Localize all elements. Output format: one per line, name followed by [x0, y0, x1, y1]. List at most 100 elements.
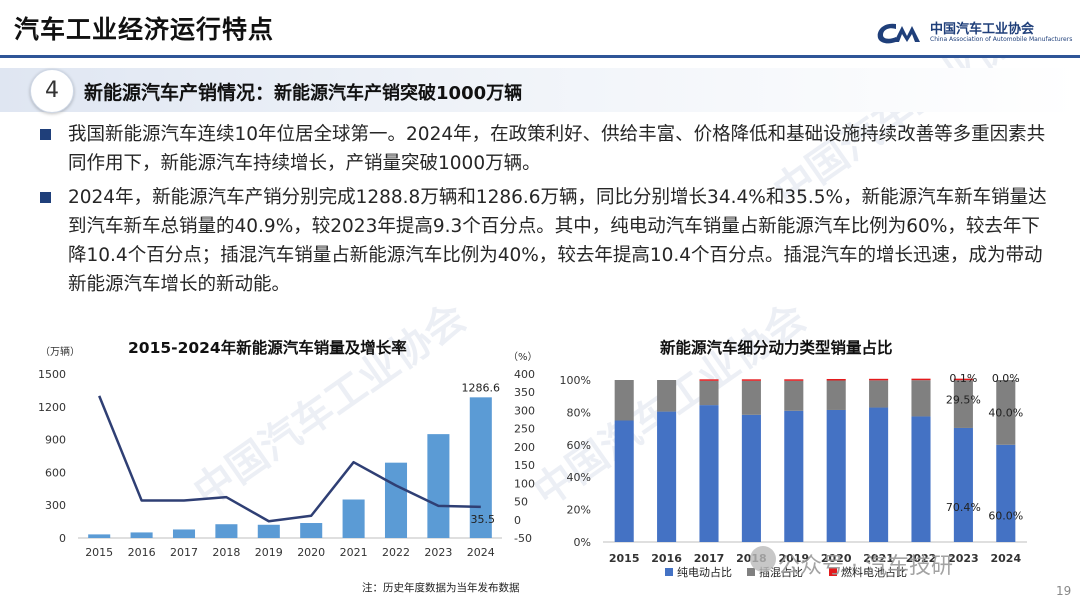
chart-title-sales: 2015-2024年新能源汽车销量及增长率	[128, 339, 407, 357]
share-bar-segment	[869, 407, 889, 542]
y-tick-label: 0	[59, 532, 66, 545]
y-tick-label: 600	[45, 466, 66, 479]
y2-tick-label: 250	[514, 423, 535, 436]
sales-bar	[300, 523, 323, 538]
share-bar-segment	[953, 427, 973, 542]
section-title-main: 新能源汽车产销情况：	[84, 82, 275, 104]
x-tick-label: 2017	[694, 552, 725, 565]
ev-data-label: 60.0%	[988, 509, 1023, 522]
bullet-item: 2024年，新能源汽车产销分别完成1288.8万辆和1286.6万辆，同比分别增…	[38, 183, 1058, 299]
caam-logo-icon	[877, 23, 920, 44]
x-tick-label: 2022	[382, 546, 410, 559]
share-bar-segment	[996, 380, 1016, 445]
x-tick-label: 2022	[906, 552, 937, 565]
share-bar-segment	[784, 380, 804, 411]
x-tick-label: 2017	[170, 546, 198, 559]
caam-logo: 中国汽车工业协会 China Association of Automobile…	[874, 18, 1074, 50]
y-tick-label: 300	[45, 499, 66, 512]
bullet-square-icon	[40, 129, 51, 140]
legend-swatch	[747, 568, 755, 576]
share-bar-segment	[911, 378, 931, 381]
bullet-text: 我国新能源汽车连续10年位居全球第一。2024年，在政策利好、供给丰富、价格降低…	[68, 124, 1046, 174]
growth-rate-line	[98, 395, 481, 523]
y2-tick-label: 150	[514, 459, 535, 472]
ev-data-label: 70.4%	[946, 501, 981, 514]
right-axis-unit: （%）	[508, 351, 538, 363]
x-tick-label: 2024	[990, 552, 1021, 565]
powertrain-share-chart: 0%20%40%60%80%100%2015201620172018201920…	[560, 372, 1027, 579]
y2-tick-label: 200	[514, 441, 535, 454]
sales-bar	[342, 499, 365, 538]
share-bar-segment	[657, 411, 677, 542]
y-tick-label: 60%	[567, 439, 591, 452]
bullet-list: 我国新能源汽车连续10年位居全球第一。2024年，在政策利好、供给丰富、价格降低…	[38, 120, 1058, 304]
y-tick-label: 20%	[567, 504, 591, 517]
share-bar-segment	[996, 444, 1016, 542]
share-bar-segment	[826, 409, 846, 542]
y-tick-label: 900	[45, 434, 66, 447]
y-tick-label: 0%	[574, 536, 591, 549]
phev-data-label: 40.0%	[988, 406, 1023, 419]
x-tick-label: 2015	[85, 546, 113, 559]
x-tick-label: 2018	[212, 546, 240, 559]
wechat-icon	[750, 546, 776, 572]
y2-tick-label: 350	[514, 386, 535, 399]
legend-label: 纯电动占比	[677, 565, 732, 579]
share-bar-segment	[953, 380, 973, 428]
y2-tick-label: 0	[514, 514, 521, 527]
x-tick-label: 2023	[424, 546, 452, 559]
sales-growth-chart: （万辆） （%） 0 300 600 900 1200 1500 -50 0 50 100 150 200…	[38, 345, 538, 559]
share-bar-segment	[911, 416, 931, 542]
share-bar-segment	[699, 379, 719, 381]
share-bar-segment	[699, 405, 719, 542]
x-tick-label: 2019	[778, 552, 809, 565]
y2-tick-label: -50	[514, 532, 532, 545]
x-tick-label: 2016	[128, 546, 156, 559]
bullet-text: 2024年，新能源汽车产销分别完成1288.8万辆和1286.6万辆，同比分别增…	[68, 187, 1047, 295]
share-bar-segment	[869, 380, 889, 408]
share-bar-segment	[614, 420, 634, 542]
fcev-data-label: 0.0%	[992, 372, 1020, 385]
x-tick-label: 2016	[651, 552, 682, 565]
x-tick-label: 2019	[255, 546, 283, 559]
line-data-label: 35.5	[471, 513, 496, 526]
chart-title-share: 新能源汽车细分动力类型销量占比	[660, 339, 893, 357]
sales-bar	[172, 529, 196, 538]
x-tick-label: 2021	[340, 546, 368, 559]
wechat-watermark: 公众号 · 汽车技研	[778, 554, 953, 579]
y2-tick-label: 300	[514, 404, 535, 417]
x-tick-label: 2020	[821, 552, 852, 565]
legend-swatch	[829, 568, 837, 576]
page-title: 汽车工业经济运行特点	[14, 15, 275, 44]
left-axis-unit: （万辆）	[40, 345, 80, 358]
share-bar-segment	[869, 378, 889, 381]
x-tick-label: 2021	[863, 552, 894, 565]
bar-data-label: 1286.6	[462, 381, 501, 394]
x-tick-label: 2015	[609, 552, 640, 565]
share-bar-segment	[953, 378, 973, 381]
share-bar-segment	[784, 410, 804, 542]
share-bar-segment	[657, 380, 677, 412]
logo-cn-text: 中国汽车工业协会	[930, 22, 1035, 37]
sales-bar	[130, 532, 153, 538]
share-bar-segment	[826, 378, 846, 381]
share-bar-segment	[699, 380, 719, 406]
logo-en-text: China Association of Automobile Manufact…	[930, 36, 1073, 43]
fcev-data-label: 0.1%	[949, 372, 977, 385]
y-tick-label: 1200	[38, 401, 66, 414]
y2-tick-label: 100	[514, 477, 535, 490]
legend-swatch	[665, 568, 673, 576]
y2-tick-label: 400	[514, 368, 535, 381]
x-tick-label: 2024	[467, 546, 495, 559]
legend-label: 燃料电池占比	[841, 565, 907, 579]
header-divider	[0, 55, 1080, 58]
sales-bar	[427, 434, 450, 538]
y-tick-label: 80%	[567, 406, 591, 419]
y-tick-label: 40%	[567, 471, 591, 484]
sales-bar	[469, 397, 492, 538]
y-tick-label: 1500	[38, 368, 66, 381]
sales-bar	[88, 534, 111, 538]
share-bar-segment	[826, 380, 846, 410]
section-number: 4	[30, 69, 74, 113]
share-bar-segment	[784, 379, 804, 381]
